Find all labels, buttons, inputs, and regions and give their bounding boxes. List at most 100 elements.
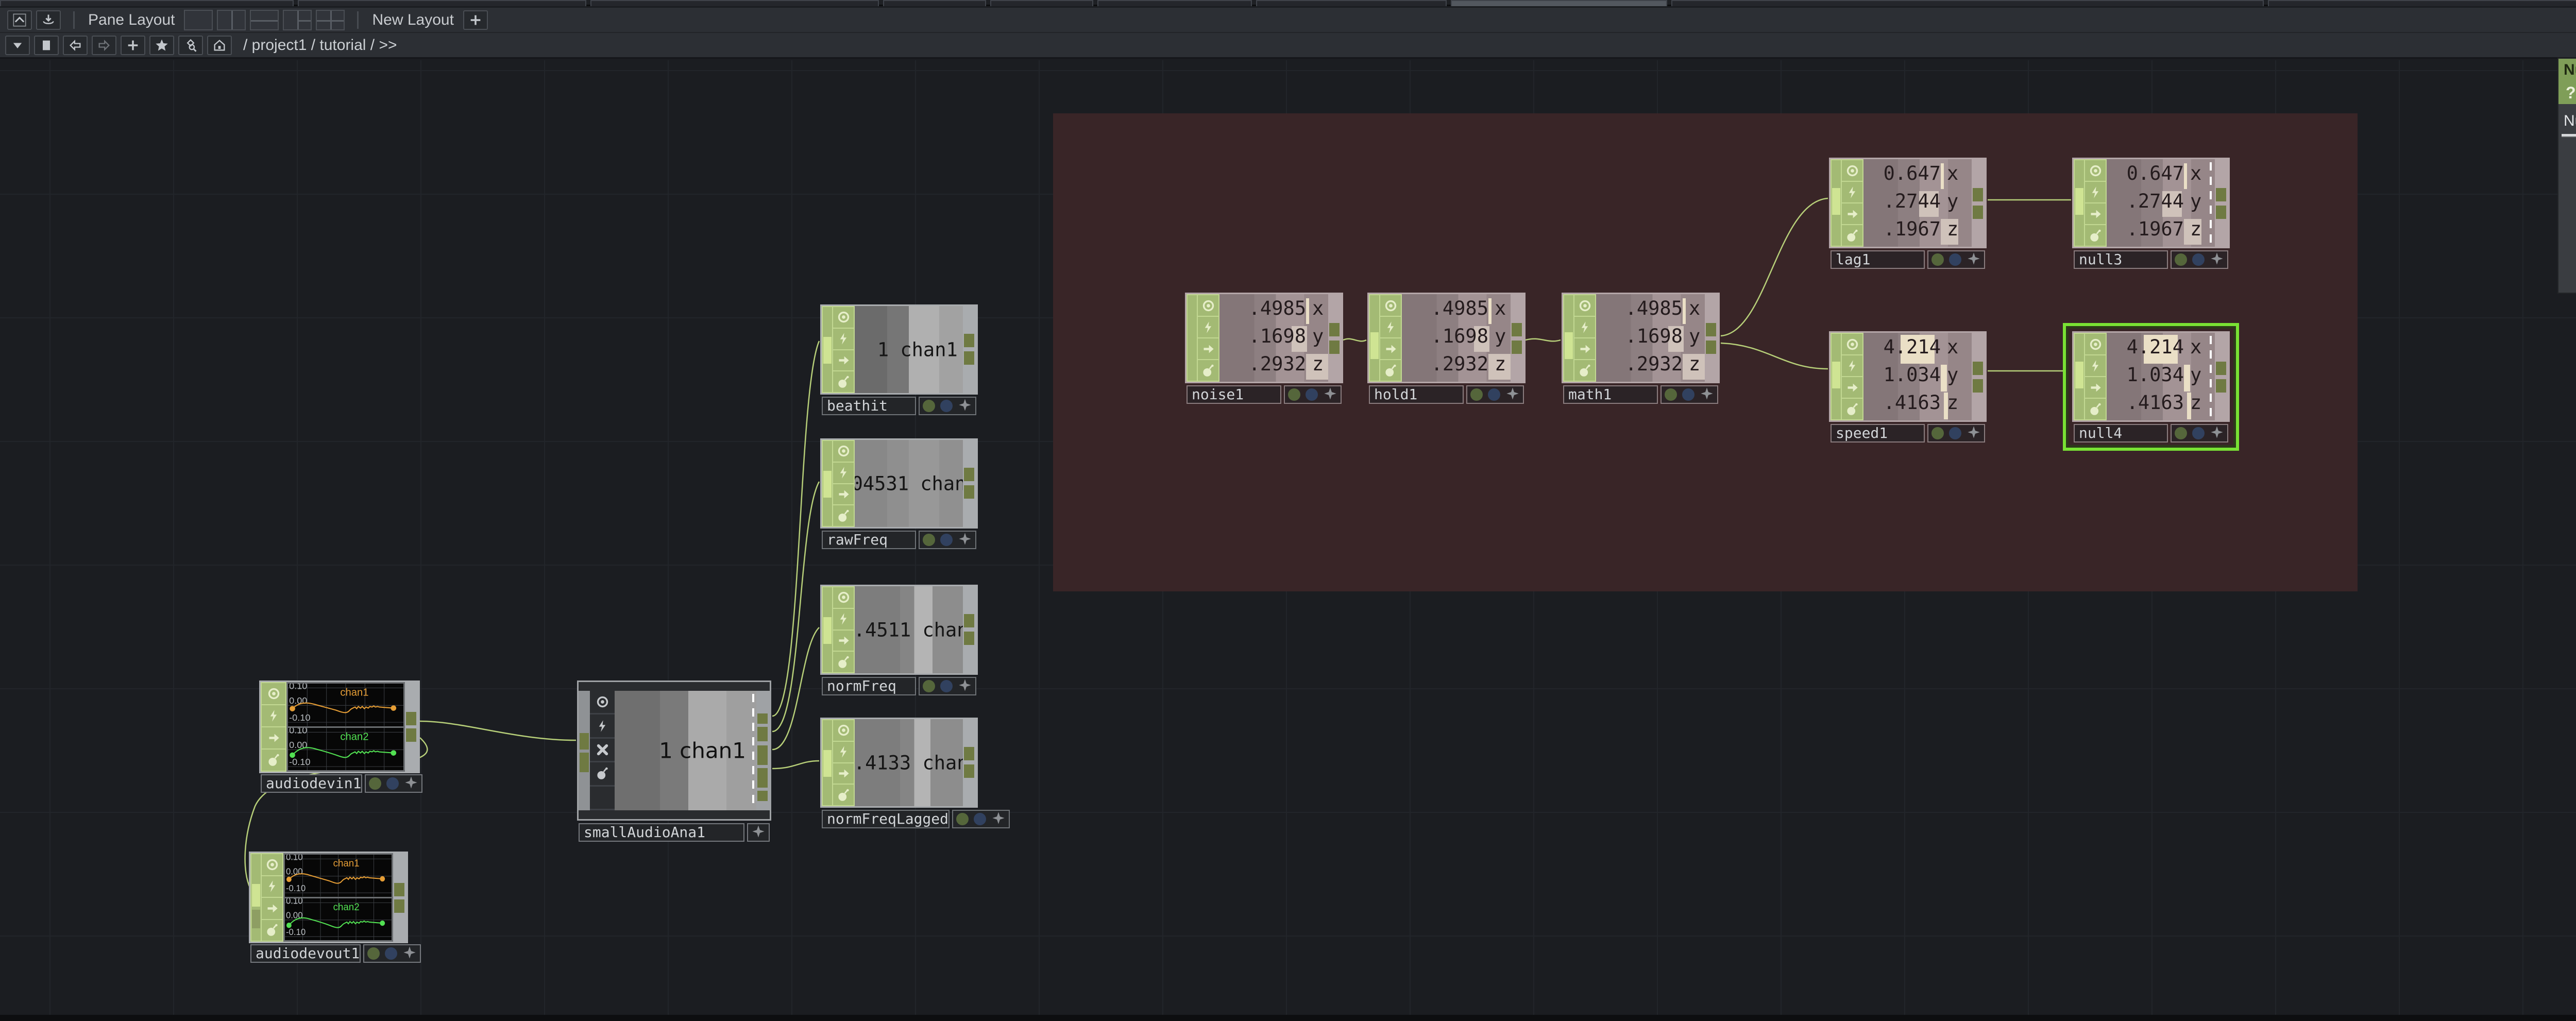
green-color-dot[interactable] — [2175, 253, 2187, 266]
input-connector[interactable] — [823, 337, 832, 364]
blue-color-dot[interactable] — [940, 680, 953, 692]
bypass-flag-icon[interactable] — [1198, 317, 1218, 338]
star-icon[interactable] — [404, 775, 418, 792]
export-flag-icon[interactable] — [1380, 338, 1401, 360]
export-flag-icon[interactable] — [2085, 203, 2106, 225]
input-connector[interactable] — [2075, 188, 2083, 215]
output-connector[interactable] — [1512, 341, 1522, 354]
star-icon[interactable] — [991, 811, 1006, 828]
bypass-flag-icon[interactable] — [1842, 355, 1862, 377]
lock-flag-icon[interactable] — [833, 371, 854, 392]
output-connector[interactable] — [2216, 379, 2226, 393]
layout-split-vertical-button[interactable] — [217, 9, 246, 30]
star-icon[interactable] — [1967, 425, 1981, 442]
lock-flag-icon[interactable] — [833, 505, 854, 526]
output-connector[interactable] — [757, 745, 768, 765]
green-color-dot[interactable] — [1665, 388, 1677, 401]
dock-pane-button[interactable] — [36, 10, 61, 30]
output-connector[interactable] — [757, 713, 768, 724]
node-viewer[interactable]: 0.4511 chan1 — [855, 586, 963, 673]
lock-flag-icon[interactable] — [1380, 360, 1401, 381]
input-connector[interactable] — [252, 884, 260, 907]
lock-flag-icon[interactable] — [833, 652, 854, 672]
node-name[interactable]: hold1 — [1369, 385, 1464, 404]
viewer-flag-icon[interactable] — [1380, 295, 1401, 317]
lock-flag-icon[interactable] — [590, 762, 615, 787]
viewer-flag-icon[interactable] — [1842, 160, 1862, 182]
node-null3[interactable]: 0.647 x .2744 y .1967 z null3 — [2072, 158, 2230, 269]
node-name[interactable]: lag1 — [1831, 250, 1925, 269]
output-connector[interactable] — [394, 883, 404, 896]
output-connector[interactable] — [757, 727, 768, 741]
output-connector[interactable] — [964, 764, 974, 778]
lock-flag-icon[interactable] — [1842, 225, 1862, 246]
add-operator-button[interactable] — [121, 35, 145, 55]
output-connector[interactable] — [964, 614, 974, 627]
node-viewer[interactable]: 4.214 x 1.034 y .4163 z — [2107, 333, 2215, 420]
viewer-flag-icon[interactable] — [262, 854, 282, 876]
output-connector[interactable] — [2216, 206, 2226, 219]
bypass-flag-icon[interactable] — [833, 742, 854, 763]
star-icon[interactable] — [958, 678, 972, 695]
blue-color-dot[interactable] — [1949, 253, 1961, 266]
blue-color-dot[interactable] — [2192, 253, 2205, 266]
green-color-dot[interactable] — [2175, 427, 2187, 439]
window-tab[interactable] — [0, 0, 294, 6]
window-tab[interactable] — [1671, 0, 2264, 6]
lock-flag-icon[interactable] — [1574, 360, 1595, 381]
node-name[interactable]: audiodevout1 — [250, 944, 361, 963]
node-audiodevin1[interactable]: 0.10 0.00 -0.10 chan1 0.10 0.00 -0.10 ch… — [259, 680, 423, 793]
output-connector[interactable] — [1973, 362, 1983, 375]
layout-left-right-split-button[interactable] — [283, 9, 312, 30]
window-tab[interactable] — [883, 0, 986, 6]
export-flag-icon[interactable] — [833, 484, 854, 506]
bypass-flag-icon[interactable] — [262, 705, 285, 727]
export-flag-icon[interactable] — [1842, 203, 1862, 225]
input-connector[interactable] — [823, 471, 832, 498]
bypass-flag-icon[interactable] — [1380, 317, 1401, 338]
output-connector[interactable] — [757, 791, 768, 801]
node-normFreqLagged[interactable]: 0.4133 chan1 normFreqLagged — [820, 718, 1010, 828]
green-color-dot[interactable] — [1931, 427, 1944, 439]
window-tab[interactable] — [1097, 0, 1252, 6]
output-connector[interactable] — [964, 351, 974, 365]
output-connector[interactable] — [406, 728, 416, 742]
search-button[interactable] — [178, 35, 203, 55]
viewer-flag-icon[interactable] — [1198, 295, 1218, 317]
bypass-flag-icon[interactable] — [833, 609, 854, 631]
help-icon[interactable]: ? — [2566, 83, 2576, 102]
star-icon[interactable] — [751, 824, 766, 841]
blue-color-dot[interactable] — [940, 534, 953, 546]
input-connector[interactable] — [823, 617, 832, 644]
collapse-pane-button[interactable] — [7, 10, 32, 30]
lock-flag-icon[interactable] — [262, 920, 282, 941]
export-flag-icon[interactable] — [1842, 377, 1862, 399]
input-connector[interactable] — [580, 753, 589, 772]
node-viewer[interactable]: .4985 x .1698 y .2932 z — [1219, 294, 1328, 382]
window-tab[interactable] — [298, 0, 586, 6]
export-flag-icon[interactable] — [262, 898, 282, 920]
node-viewer[interactable]: .4985 x .1698 y .2932 z — [1596, 294, 1705, 382]
node-math1[interactable]: .4985 x .1698 y .2932 z math1 — [1562, 293, 1720, 404]
back-button[interactable] — [63, 35, 88, 55]
forward-button[interactable] — [92, 35, 116, 55]
output-connector[interactable] — [1973, 188, 1983, 201]
node-name[interactable]: normFreqLagged — [822, 810, 950, 828]
breadcrumb[interactable]: / project1 / tutorial / >> — [243, 36, 397, 54]
output-connector[interactable] — [1706, 341, 1716, 354]
blue-color-dot[interactable] — [1306, 388, 1318, 401]
node-name[interactable]: rawFreq — [822, 531, 916, 549]
window-tab[interactable] — [590, 0, 879, 6]
node-name[interactable]: null3 — [2074, 250, 2168, 269]
blue-color-dot[interactable] — [386, 777, 399, 790]
node-lag1[interactable]: 0.647 x .2744 y .1967 z lag1 — [1829, 158, 1987, 269]
blue-color-dot[interactable] — [385, 947, 398, 960]
green-color-dot[interactable] — [1470, 388, 1483, 401]
blue-color-dot[interactable] — [1949, 427, 1961, 439]
output-connector[interactable] — [2216, 362, 2226, 375]
output-connector[interactable] — [1973, 206, 1983, 219]
node-speed1[interactable]: 4.214 x 1.034 y .4163 z speed1 — [1829, 331, 1987, 443]
bypass-flag-icon[interactable] — [1574, 317, 1595, 338]
viewer-flag-icon[interactable] — [2085, 160, 2106, 182]
node-name[interactable]: normFreq — [822, 677, 916, 695]
